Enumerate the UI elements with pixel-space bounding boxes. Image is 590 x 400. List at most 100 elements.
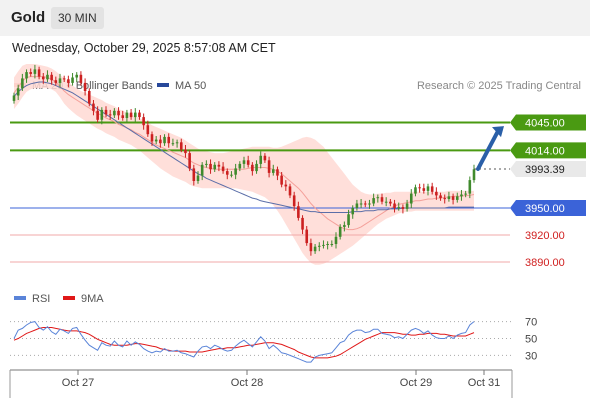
- candle: [430, 186, 434, 192]
- candle: [154, 139, 158, 142]
- candle: [288, 186, 292, 196]
- candle: [292, 195, 296, 207]
- candle: [451, 196, 455, 200]
- candle: [405, 203, 409, 209]
- chart-timestamp: Wednesday, October 29, 2025 8:57:08 AM C…: [12, 41, 276, 55]
- candle: [271, 169, 275, 173]
- candle: [113, 110, 116, 116]
- ma20-line: [13, 76, 475, 231]
- price-tag-4045.00: 4045.00: [525, 118, 565, 130]
- rsi-9ma-line: [13, 327, 475, 359]
- candle: [184, 149, 187, 154]
- time-tick-label: Oct 28: [231, 377, 263, 389]
- candle: [171, 143, 175, 145]
- price-tag-3890.00: 3890.00: [525, 257, 565, 269]
- rsi-tick-label: 50: [525, 334, 537, 346]
- candle: [351, 208, 355, 215]
- candle: [347, 214, 350, 226]
- legend-label-rsi: RSI: [32, 293, 51, 305]
- candle: [121, 115, 125, 118]
- last-price-tag: 3993.39: [525, 164, 565, 176]
- candle: [125, 112, 129, 118]
- candle: [363, 203, 367, 205]
- candle: [163, 136, 166, 144]
- candle: [326, 244, 329, 245]
- candle: [192, 168, 196, 181]
- candle: [21, 78, 24, 89]
- candle: [175, 142, 179, 144]
- candle: [422, 188, 426, 191]
- candle: [104, 109, 108, 115]
- candle: [301, 217, 304, 230]
- candle: [133, 112, 137, 118]
- candle: [234, 168, 237, 175]
- candle: [418, 187, 421, 189]
- time-tick-label: Oct 27: [62, 377, 94, 389]
- candle: [25, 72, 28, 79]
- candle: [67, 79, 70, 83]
- rsi-line: [13, 321, 475, 363]
- candle: [334, 236, 338, 244]
- candle: [209, 163, 212, 170]
- candle: [217, 164, 221, 167]
- 9ma-swatch: [63, 296, 75, 301]
- candle: [108, 114, 112, 116]
- candle: [284, 184, 288, 187]
- header-bar: Gold 30 MIN: [0, 0, 590, 36]
- candle: [263, 155, 267, 161]
- candle: [338, 226, 342, 237]
- symbol-title: Gold: [11, 9, 46, 26]
- candle: [230, 174, 233, 176]
- price-tag-3950.00: 3950.00: [525, 203, 565, 215]
- candle: [242, 160, 246, 164]
- candle: [92, 103, 95, 111]
- candle: [117, 110, 120, 116]
- candle: [330, 244, 334, 245]
- legend-item-ma50: MA 50: [157, 80, 206, 92]
- candle: [259, 155, 263, 164]
- candle: [179, 142, 183, 150]
- candle: [380, 197, 384, 202]
- candle: [87, 91, 91, 104]
- ma50-line: [13, 81, 474, 213]
- timeframe-button[interactable]: 30 MIN: [51, 7, 104, 29]
- time-tick-label: Oct 29: [400, 377, 432, 389]
- candle: [96, 110, 99, 120]
- rsi-tick-label: 70: [525, 317, 537, 329]
- candle: [83, 82, 87, 91]
- candle: [62, 78, 66, 80]
- candle: [317, 245, 321, 247]
- candle: [276, 169, 279, 176]
- candle: [33, 69, 37, 74]
- candle: [246, 160, 250, 165]
- candle: [309, 243, 313, 252]
- candle: [468, 180, 472, 194]
- candle: [384, 201, 388, 203]
- legend-item-rsi: RSI: [14, 293, 50, 305]
- candle: [54, 80, 58, 83]
- candle: [213, 164, 217, 170]
- candle: [426, 186, 430, 191]
- candle: [16, 88, 20, 96]
- candle: [75, 74, 79, 78]
- candle: [447, 196, 451, 199]
- legend-label-9ma: 9MA: [81, 293, 104, 305]
- price-tag-4014.00: 4014.00: [525, 145, 565, 157]
- last-price-tag-bg: [510, 160, 586, 177]
- candle: [12, 95, 16, 101]
- candle: [159, 139, 162, 144]
- price-tag-4045.00-bg: [510, 114, 586, 131]
- candle: [460, 194, 463, 197]
- candle: [41, 76, 45, 80]
- candle: [455, 196, 459, 200]
- candle: [464, 193, 467, 195]
- forecast-arrow-shaft: [476, 129, 500, 171]
- candle: [409, 193, 413, 204]
- rsi-tick-label: 30: [525, 350, 537, 362]
- candle: [372, 198, 375, 204]
- candle: [37, 69, 41, 77]
- candle: [50, 74, 53, 81]
- candle: [297, 206, 300, 218]
- candle: [355, 203, 359, 208]
